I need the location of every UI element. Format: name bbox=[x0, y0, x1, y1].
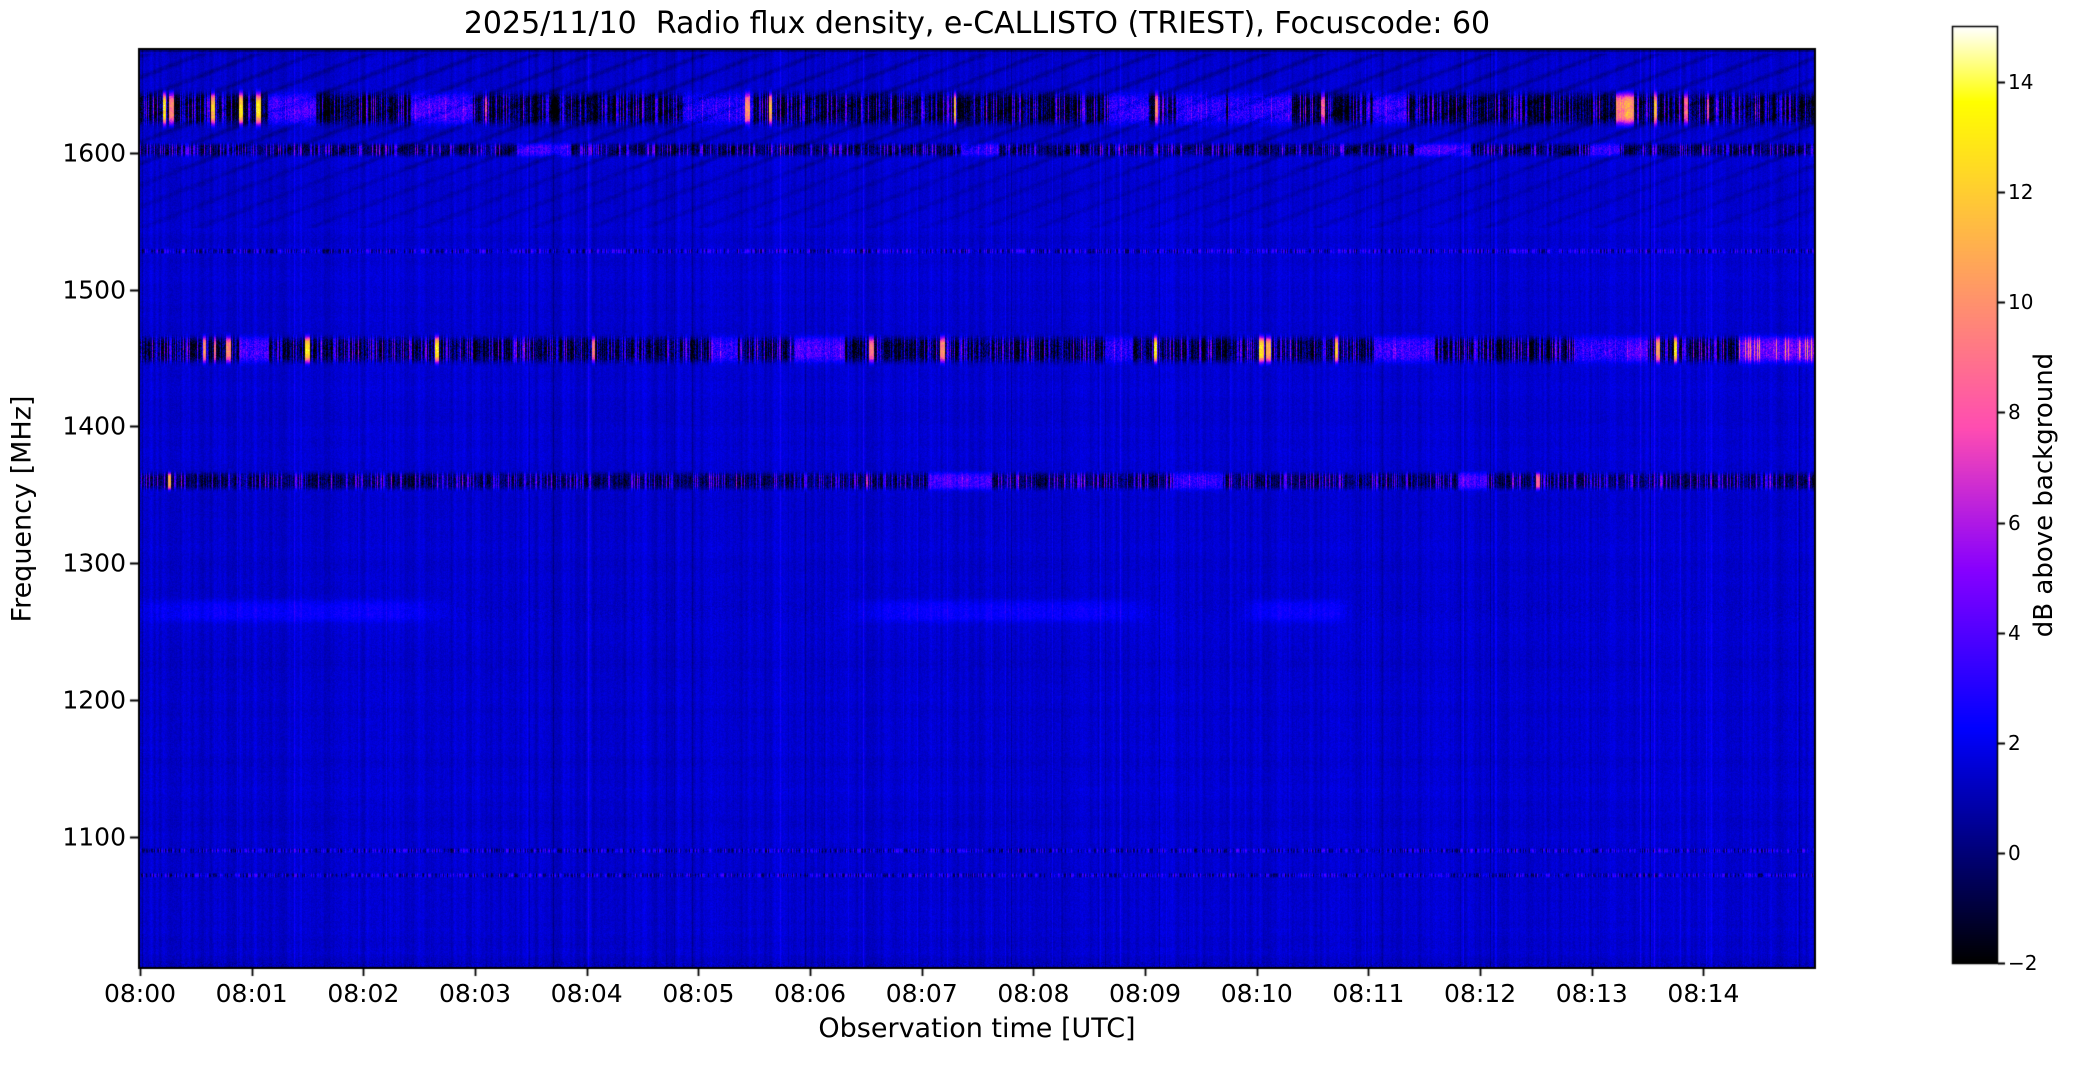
x-tick-label: 08:10 bbox=[1220, 979, 1293, 1008]
y-tick-label: 1400 bbox=[62, 411, 126, 441]
x-tick-label: 08:00 bbox=[103, 979, 177, 1008]
colorbar-tick-label: 6 bbox=[2008, 510, 2021, 535]
x-tick-label: 08:06 bbox=[774, 979, 847, 1008]
x-tick-label: 08:05 bbox=[662, 979, 735, 1008]
y-axis-label: Frequency [MHz] bbox=[6, 395, 38, 622]
y-tick-label: 1500 bbox=[62, 275, 126, 304]
x-tick-label: 08:02 bbox=[327, 979, 400, 1008]
x-axis-label: Observation time [UTC] bbox=[818, 1013, 1136, 1044]
chart-title: 2025/11/10 Radio flux density, e-CALLIST… bbox=[463, 6, 1491, 41]
x-tick-label: 08:07 bbox=[885, 979, 958, 1008]
x-tick-label: 08:08 bbox=[997, 979, 1070, 1008]
x-tick-label: 08:04 bbox=[550, 979, 623, 1008]
y-tick-label: 1300 bbox=[62, 548, 126, 578]
colorbar-tick-label: 4 bbox=[2008, 620, 2021, 645]
x-tick-label: 08:03 bbox=[438, 979, 512, 1008]
y-tick-label: 1600 bbox=[62, 138, 126, 168]
colorbar-label: dB above background bbox=[2029, 352, 2059, 638]
colorbar-tick-label: 0 bbox=[2008, 840, 2021, 865]
x-tick-label: 08:11 bbox=[1332, 979, 1405, 1008]
y-tick-label: 1100 bbox=[62, 822, 126, 852]
colorbar-tick-label: −2 bbox=[2008, 951, 2038, 975]
x-tick-label: 08:01 bbox=[215, 979, 288, 1008]
colorbar-tick-label: 10 bbox=[2008, 290, 2034, 315]
colorbar-tick-label: 14 bbox=[2008, 70, 2034, 95]
y-tick-label: 1200 bbox=[62, 685, 126, 715]
colorbar-tick-label: 12 bbox=[2008, 180, 2034, 205]
colorbar-tick-label: 8 bbox=[2008, 400, 2021, 425]
colorbar-tick-label: 2 bbox=[2008, 730, 2021, 755]
x-tick-label: 08:09 bbox=[1109, 979, 1182, 1008]
x-tick-label: 08:13 bbox=[1555, 979, 1628, 1008]
x-tick-label: 08:12 bbox=[1444, 979, 1517, 1008]
x-tick-label: 08:14 bbox=[1667, 979, 1740, 1008]
